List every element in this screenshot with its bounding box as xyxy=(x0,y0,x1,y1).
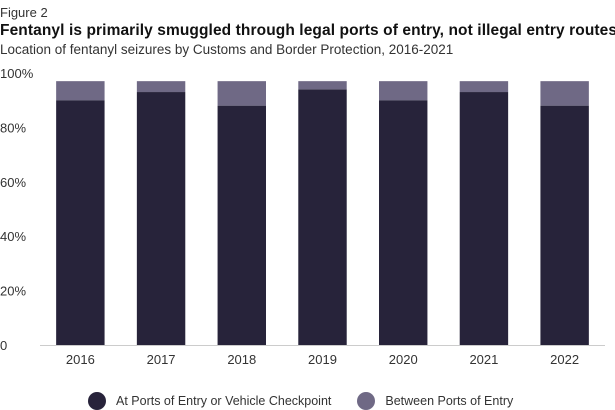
bar-between-2018 xyxy=(217,81,266,106)
bar-between-2017 xyxy=(136,81,186,93)
bar-between-2020 xyxy=(379,81,428,101)
bar-ports-2020 xyxy=(379,100,428,345)
y-tick-label: 100% xyxy=(0,66,34,81)
x-tick-label: 2020 xyxy=(389,352,418,367)
bar-ports-2017 xyxy=(136,92,186,345)
legend-item-between: Between Ports of Entry xyxy=(357,392,513,410)
stacked-bar-chart: 0 20% 40% 60% 80% 100% 2016 2017 2018 2019 2020 202… xyxy=(0,66,605,367)
chart-legend: At Ports of Entry or Vehicle Checkpoint … xyxy=(88,392,539,410)
bar-ports-2021 xyxy=(459,92,509,345)
chart-title: Fentanyl is primarily smuggled through l… xyxy=(0,22,615,39)
legend-label-between: Between Ports of Entry xyxy=(385,394,514,408)
x-tick-label: 2022 xyxy=(550,352,579,367)
y-tick-label: 0 xyxy=(0,338,7,353)
y-tick-label: 20% xyxy=(0,284,26,299)
legend-item-ports: At Ports of Entry or Vehicle Checkpoint xyxy=(88,392,331,410)
bar-ports-2022 xyxy=(540,105,589,345)
y-tick-label: 40% xyxy=(0,229,26,244)
bar-ports-2016 xyxy=(56,100,105,345)
y-tick-label: 60% xyxy=(0,175,26,190)
x-tick-label: 2018 xyxy=(227,352,256,367)
legend-swatch-between xyxy=(357,392,376,410)
x-tick-label: 2016 xyxy=(66,352,95,367)
x-tick-label: 2017 xyxy=(147,352,176,367)
bar-between-2019 xyxy=(298,81,347,90)
x-tick-label: 2021 xyxy=(469,352,498,367)
chart-subtitle: Location of fentanyl seizures by Customs… xyxy=(0,42,454,57)
bar-between-2022 xyxy=(540,81,589,106)
bar-ports-2019 xyxy=(298,89,347,345)
x-tick-label: 2019 xyxy=(308,352,337,367)
legend-swatch-ports xyxy=(88,392,106,410)
bar-between-2021 xyxy=(459,81,509,93)
bar-between-2016 xyxy=(56,81,105,101)
legend-label-ports: At Ports of Entry or Vehicle Checkpoint xyxy=(116,394,332,408)
y-tick-label: 80% xyxy=(0,120,26,135)
figure-label: Figure 2 xyxy=(0,5,48,20)
bar-ports-2018 xyxy=(217,105,266,345)
